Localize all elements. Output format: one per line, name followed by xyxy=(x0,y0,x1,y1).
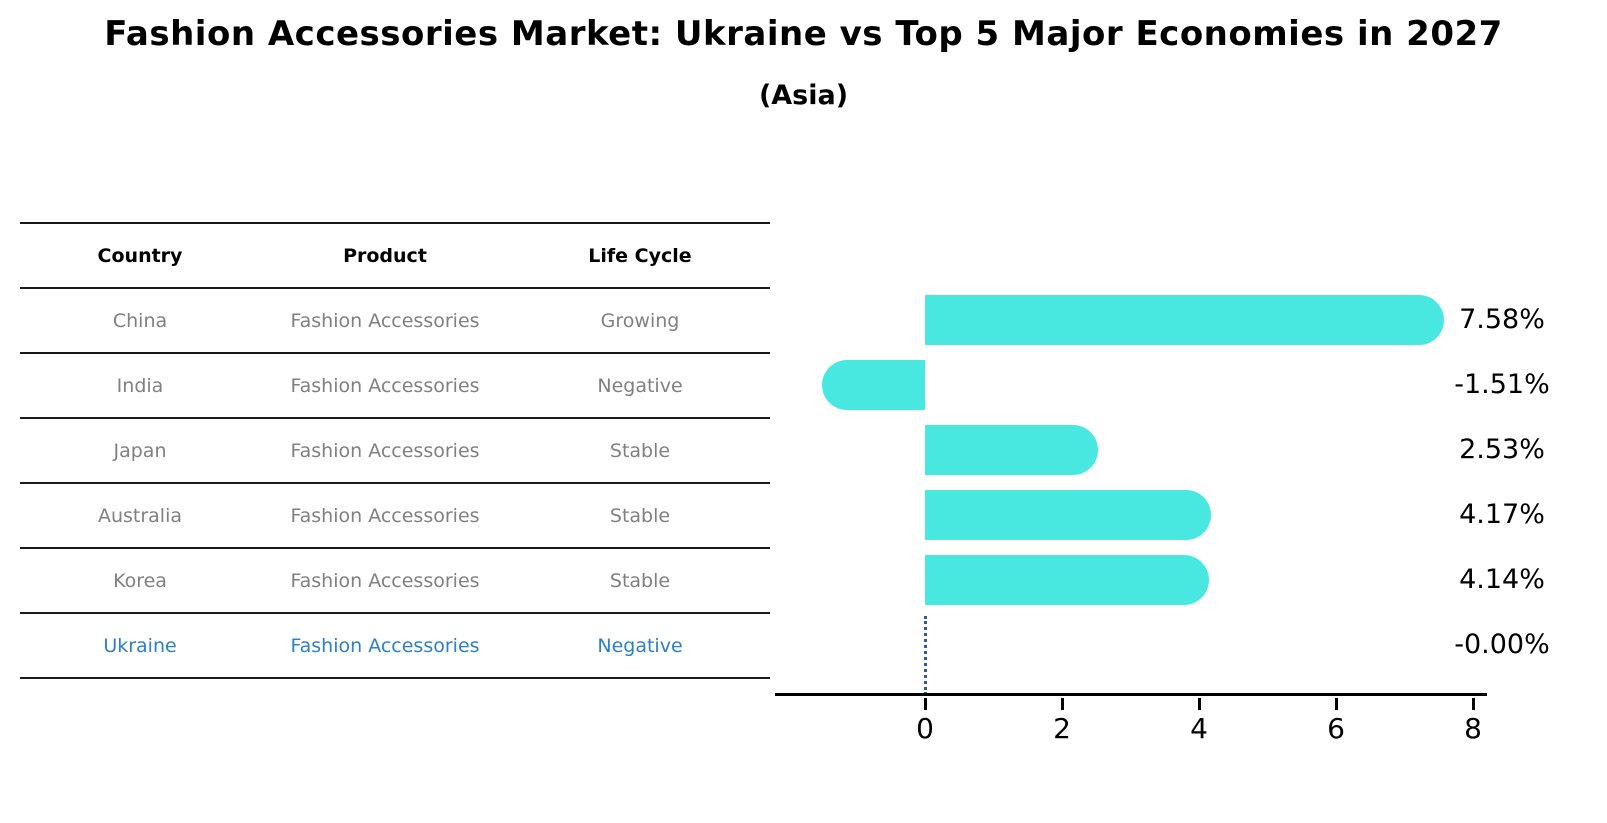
country-cell: India xyxy=(116,374,164,397)
country-cell: Japan xyxy=(113,439,167,462)
x-axis-tick-label: 8 xyxy=(1464,712,1482,745)
product-cell: Fashion Accessories xyxy=(290,309,480,332)
product-cell: Fashion Accessories xyxy=(290,439,480,462)
bar-value-label: -0.00% xyxy=(1454,629,1550,660)
table-header-row: Country Product Life Cycle xyxy=(20,222,770,289)
life-cycle-cell: Stable xyxy=(609,569,671,592)
table-row: China Fashion Accessories Growing xyxy=(20,289,770,354)
country-cell: China xyxy=(112,309,168,332)
bar-value-label: 4.14% xyxy=(1459,564,1545,595)
x-axis-tick-label: 4 xyxy=(1190,712,1208,745)
x-axis-tick xyxy=(1060,698,1064,710)
x-axis-tick xyxy=(1197,698,1201,710)
table-row: Korea Fashion Accessories Stable xyxy=(20,549,770,614)
country-cell: Ukraine xyxy=(103,634,177,657)
chart-subtitle: (Asia) xyxy=(758,80,849,111)
chart-title: Fashion Accessories Market: Ukraine vs T… xyxy=(104,14,1503,54)
column-header-life-cycle: Life Cycle xyxy=(588,244,692,267)
table-row: India Fashion Accessories Negative xyxy=(20,354,770,419)
x-axis-tick-label: 6 xyxy=(1327,712,1345,745)
bar-plot-area xyxy=(775,287,1480,695)
bar-japan xyxy=(925,424,1099,475)
product-cell: Fashion Accessories xyxy=(290,374,480,397)
zero-dashed-line xyxy=(923,616,927,695)
life-cycle-cell: Growing xyxy=(600,309,680,332)
product-cell: Fashion Accessories xyxy=(290,569,480,592)
life-cycle-cell: Negative xyxy=(597,634,683,657)
x-axis-line: 0 2 4 6 8 xyxy=(775,693,1487,745)
product-cell: Fashion Accessories xyxy=(290,504,480,527)
column-header-product: Product xyxy=(343,244,427,267)
x-axis-tick xyxy=(1334,698,1338,710)
x-axis-tick-label: 2 xyxy=(1053,712,1071,745)
bar-value-label: 2.53% xyxy=(1459,434,1545,465)
table-body: China Fashion Accessories Growing India … xyxy=(20,289,770,679)
column-header-country: Country xyxy=(97,244,183,267)
table-row: Japan Fashion Accessories Stable xyxy=(20,419,770,484)
bar-china xyxy=(925,294,1445,345)
country-cell: Australia xyxy=(97,504,183,527)
bar-value-label: 4.17% xyxy=(1459,499,1545,530)
bar-korea xyxy=(925,554,1209,605)
life-cycle-cell: Stable xyxy=(609,504,671,527)
life-cycle-cell: Negative xyxy=(597,374,683,397)
bar-value-label: -1.51% xyxy=(1454,369,1550,400)
x-axis-tick xyxy=(1471,698,1475,710)
life-cycle-cell: Stable xyxy=(609,439,671,462)
bar-india xyxy=(821,359,925,410)
product-cell: Fashion Accessories xyxy=(290,634,480,657)
bar-value-label: 7.58% xyxy=(1459,304,1545,335)
table-row: Ukraine Fashion Accessories Negative xyxy=(20,614,770,679)
x-axis-tick-label: 0 xyxy=(916,712,934,745)
table-row: Australia Fashion Accessories Stable xyxy=(20,484,770,549)
bar-australia xyxy=(925,489,1211,540)
country-table: Country Product Life Cycle China Fashion… xyxy=(20,222,770,679)
country-cell: Korea xyxy=(113,569,167,592)
x-axis-tick xyxy=(923,698,927,710)
